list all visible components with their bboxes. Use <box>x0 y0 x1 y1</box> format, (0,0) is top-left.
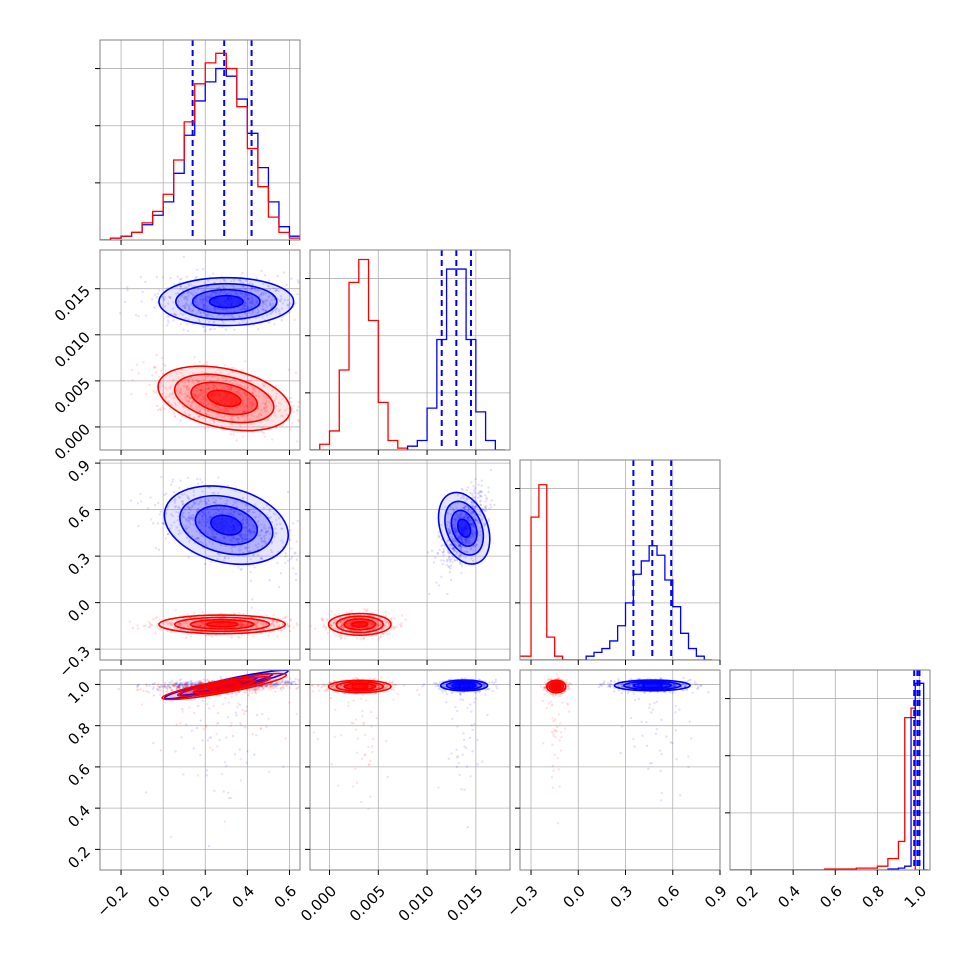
histogram-series-1 <box>100 52 300 240</box>
axes-frame <box>99 39 301 241</box>
histogram-series-0 <box>520 484 713 660</box>
y-tick-label: 1.0 <box>64 678 94 708</box>
axes-frame <box>99 669 301 871</box>
axes-frame <box>99 249 301 451</box>
scatter-points-1 <box>135 676 300 839</box>
contour-level-3 <box>210 514 243 536</box>
contour-level-3 <box>351 683 369 690</box>
x-tick-label: 0.6 <box>271 882 301 912</box>
histogram-series-0 <box>100 67 300 240</box>
contour-level-3 <box>205 621 239 628</box>
x-tick-label: 0.4 <box>774 882 804 912</box>
x-tick-label: 1.0 <box>901 882 931 912</box>
axes-frame <box>309 459 511 661</box>
y-tick-label: 0.000 <box>51 420 94 463</box>
panel-p4-vs-p3: −0.3 0.0 0.3 0.6 0.9 <box>503 669 731 921</box>
panel-hist-param4: 0.2 0.4 0.6 0.8 1.0 <box>725 669 931 912</box>
scatter-points-1 <box>310 676 421 811</box>
contour-level-3 <box>206 389 242 408</box>
y-tick-label: 0.3 <box>64 549 94 579</box>
panel-hist-param2 <box>305 249 511 455</box>
panel-hist-param3 <box>515 459 721 665</box>
x-tick-label: 0.3 <box>607 882 637 912</box>
x-tick-label: 0.6 <box>816 882 846 912</box>
axes-frame <box>309 669 511 871</box>
contour-level-3 <box>552 683 561 690</box>
x-tick-label: 0.9 <box>701 882 731 912</box>
x-tick-label: −0.2 <box>93 882 131 920</box>
panel-p3-vs-p1: −0.3 0.0 0.3 0.6 0.9 <box>56 456 301 681</box>
x-tick-label: 0.005 <box>346 882 389 925</box>
scatter-points-1 <box>539 673 573 825</box>
scatter-points-0 <box>117 675 300 848</box>
contour-level-3 <box>642 682 663 689</box>
y-tick-label: −0.3 <box>56 642 94 680</box>
panel-hist-param1 <box>95 39 301 245</box>
y-tick-label: 0.6 <box>64 503 94 533</box>
x-tick-label: 0.6 <box>654 882 684 912</box>
histogram-series-0 <box>310 258 506 450</box>
axes-frame <box>309 249 511 451</box>
contour-level-3 <box>351 620 369 628</box>
axes-frame <box>729 669 931 871</box>
histogram-series-0 <box>730 707 928 870</box>
y-tick-label: 0.010 <box>51 328 94 371</box>
axes-frame <box>519 669 721 871</box>
panel-p4-vs-p1: 0.2 0.4 0.6 0.8 1.0 −0.2 0.0 0.2 0.4 0.6 <box>64 669 301 921</box>
x-tick-label: 0.015 <box>444 882 487 925</box>
x-tick-label: 0.0 <box>559 882 589 912</box>
contour-level-3 <box>457 682 471 689</box>
x-tick-label: 0.010 <box>395 882 438 925</box>
y-tick-label: 0.2 <box>64 843 94 873</box>
scatter-points-0 <box>597 676 710 802</box>
x-tick-label: 0.2 <box>186 882 216 912</box>
y-tick-label: 0.4 <box>64 801 94 831</box>
x-tick-label: 0.000 <box>297 882 340 925</box>
x-tick-label: 0.2 <box>732 882 762 912</box>
x-tick-label: −0.3 <box>503 882 541 920</box>
scatter-points-0 <box>421 676 499 829</box>
panel-p4-vs-p2: 0.000 0.005 0.010 0.015 <box>297 669 511 925</box>
y-tick-label: 0.005 <box>51 374 94 417</box>
contour-level-3 <box>207 681 241 692</box>
y-tick-label: 0.8 <box>64 719 94 749</box>
axes-frame <box>519 459 721 661</box>
contour-level-3 <box>208 294 244 309</box>
y-tick-label: 0.6 <box>64 760 94 790</box>
x-tick-label: 0.4 <box>229 882 259 912</box>
y-tick-label: 0.015 <box>51 282 94 325</box>
histogram-series-1 <box>310 268 506 450</box>
y-tick-label: 0.9 <box>64 456 94 486</box>
y-tick-label: 0.0 <box>64 596 94 626</box>
panel-p3-vs-p2 <box>305 459 511 665</box>
x-tick-label: 0.8 <box>859 882 889 912</box>
contour-level-3 <box>456 518 472 538</box>
x-tick-label: 0.0 <box>144 882 174 912</box>
axes-frame <box>99 459 301 661</box>
